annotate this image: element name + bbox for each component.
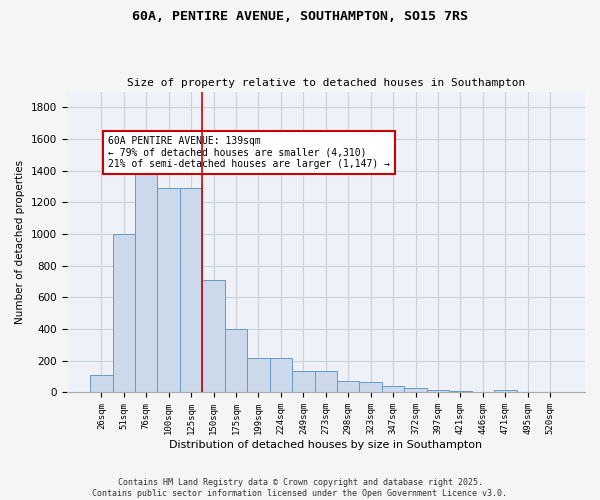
- X-axis label: Distribution of detached houses by size in Southampton: Distribution of detached houses by size …: [169, 440, 482, 450]
- Bar: [494, 390, 517, 392]
- Bar: [157, 188, 180, 392]
- Bar: [359, 382, 382, 392]
- Bar: [180, 188, 202, 392]
- Bar: [427, 390, 449, 392]
- Bar: [382, 386, 404, 392]
- Bar: [269, 358, 292, 392]
- Bar: [449, 391, 472, 392]
- Bar: [292, 371, 314, 392]
- Bar: [314, 371, 337, 392]
- Text: 60A, PENTIRE AVENUE, SOUTHAMPTON, SO15 7RS: 60A, PENTIRE AVENUE, SOUTHAMPTON, SO15 7…: [132, 10, 468, 23]
- Bar: [113, 234, 135, 392]
- Bar: [404, 388, 427, 392]
- Text: 60A PENTIRE AVENUE: 139sqm
← 79% of detached houses are smaller (4,310)
21% of s: 60A PENTIRE AVENUE: 139sqm ← 79% of deta…: [108, 136, 390, 169]
- Bar: [202, 280, 225, 392]
- Bar: [135, 155, 157, 392]
- Bar: [90, 375, 113, 392]
- Text: Contains HM Land Registry data © Crown copyright and database right 2025.
Contai: Contains HM Land Registry data © Crown c…: [92, 478, 508, 498]
- Y-axis label: Number of detached properties: Number of detached properties: [15, 160, 25, 324]
- Bar: [225, 329, 247, 392]
- Bar: [337, 380, 359, 392]
- Bar: [247, 358, 269, 392]
- Title: Size of property relative to detached houses in Southampton: Size of property relative to detached ho…: [127, 78, 525, 88]
